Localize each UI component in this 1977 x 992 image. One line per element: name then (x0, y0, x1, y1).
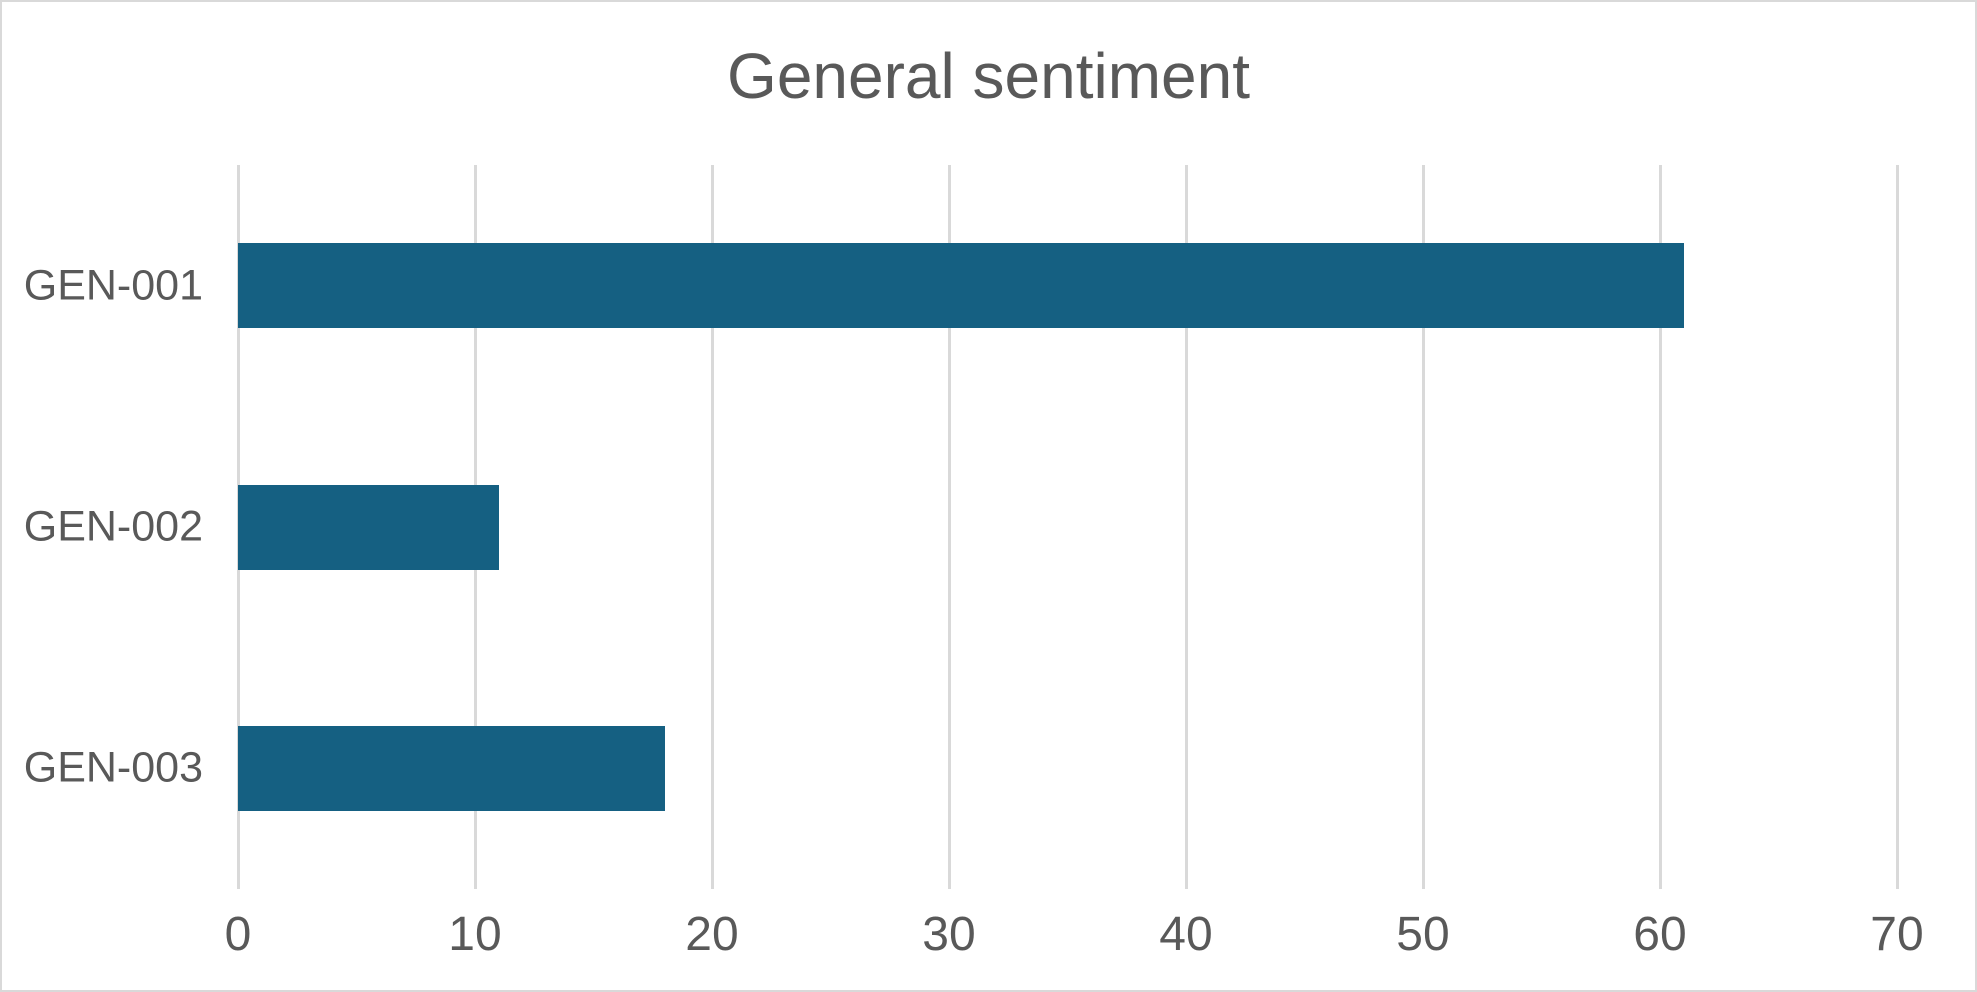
bar-gen-001 (238, 243, 1684, 329)
x-tick-label-70: 70 (1870, 908, 1924, 961)
x-tick-label-0: 0 (224, 908, 252, 961)
gridline (947, 165, 951, 889)
bar-gen-003 (238, 725, 665, 811)
x-tick-label-30: 30 (922, 908, 976, 961)
gridline (1895, 165, 1899, 889)
x-tick-label-20: 20 (685, 908, 739, 961)
category-label-gen-003: GEN-003 (23, 743, 203, 792)
x-tick-label-60: 60 (1633, 908, 1687, 961)
gridline (1658, 165, 1662, 889)
x-tick-label-40: 40 (1159, 908, 1213, 961)
x-tick-label-50: 50 (1396, 908, 1450, 961)
plot-area (236, 165, 1899, 889)
category-label-gen-002: GEN-002 (23, 502, 203, 551)
gridline (710, 165, 714, 889)
gridline (1184, 165, 1188, 889)
gridline (1421, 165, 1425, 889)
x-tick-label-10: 10 (448, 908, 502, 961)
bar-gen-002 (238, 484, 499, 570)
category-label-gen-001: GEN-001 (23, 261, 203, 310)
chart-title: General sentiment (727, 40, 1250, 112)
